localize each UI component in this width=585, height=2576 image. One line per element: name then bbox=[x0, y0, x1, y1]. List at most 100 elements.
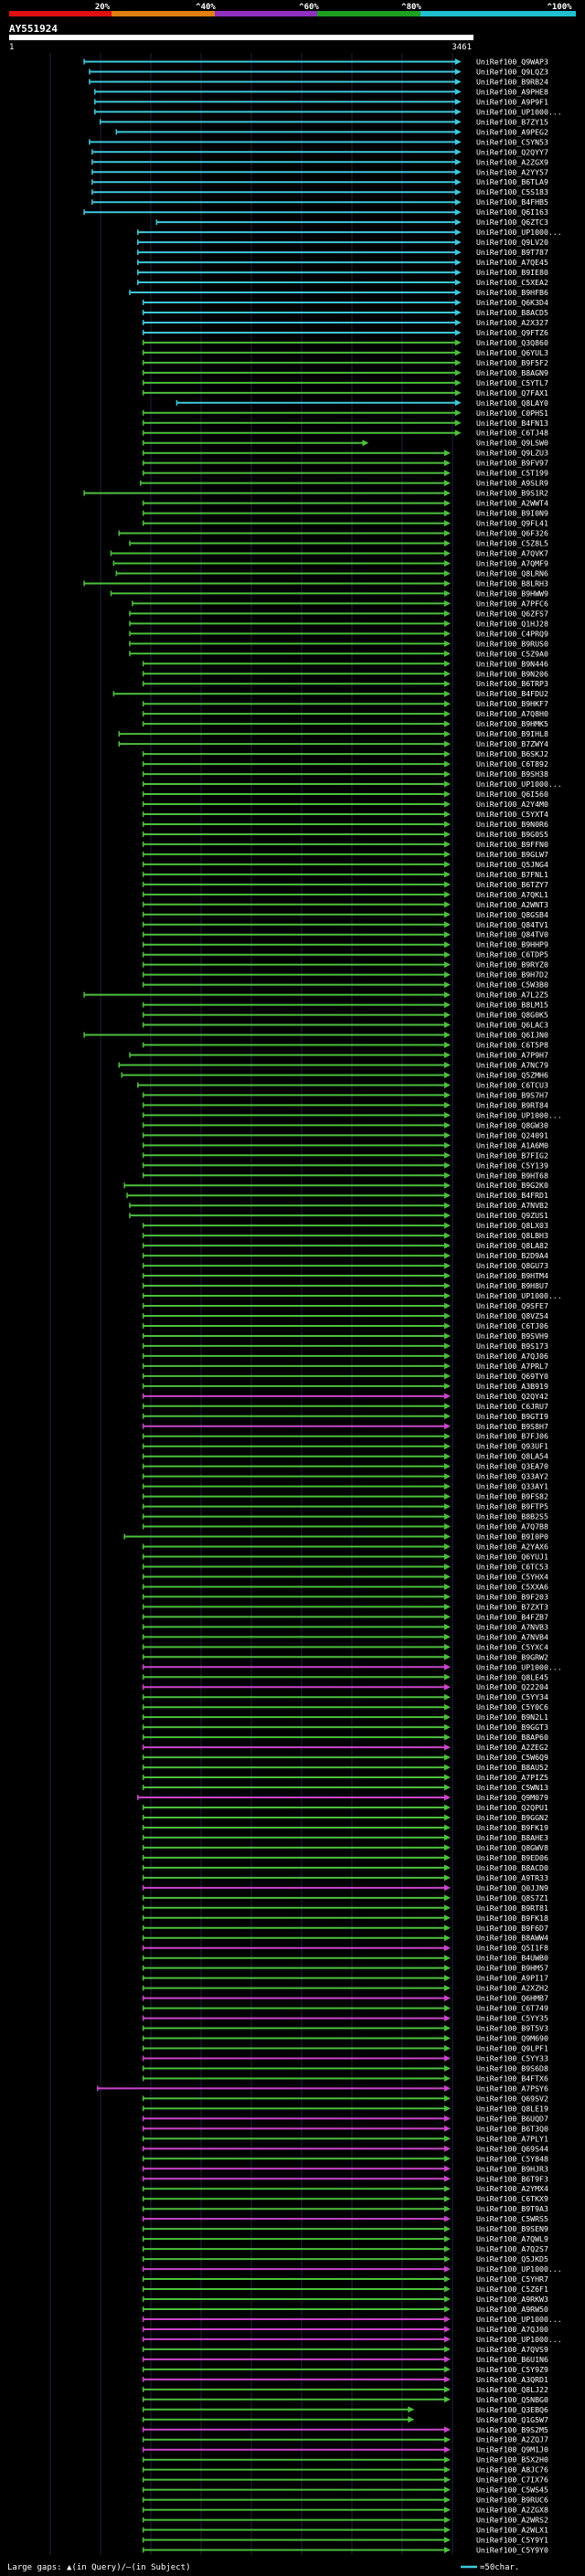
hit-label[interactable]: UniRef100_B9FK19 bbox=[476, 1823, 548, 1832]
hit-row[interactable]: UniRef100_C5Y0C6 bbox=[142, 1702, 548, 1712]
hit-row[interactable]: UniRef100_Q8G0K5 bbox=[142, 1011, 548, 1020]
hit-row[interactable]: UniRef100_Q2QYY7 bbox=[91, 147, 548, 156]
hit-label[interactable]: UniRef100_C6T5P8 bbox=[476, 1041, 548, 1050]
hit-row[interactable]: UniRef100_Q3Q860 bbox=[142, 338, 548, 347]
hit-row[interactable]: UniRef100_Q9M079 bbox=[137, 1793, 548, 1802]
hit-row[interactable]: UniRef100_B9GLW7 bbox=[142, 850, 548, 859]
hit-label[interactable]: UniRef100_A9P9F1 bbox=[476, 97, 548, 106]
hit-row[interactable]: UniRef100_UP1000... bbox=[142, 1291, 562, 1300]
hit-row[interactable]: UniRef100_A9P9F1 bbox=[94, 97, 548, 106]
hit-row[interactable]: UniRef100_B9G0S5 bbox=[142, 830, 548, 839]
hit-row[interactable]: UniRef100_B9GGN2 bbox=[142, 1813, 548, 1822]
hit-row[interactable]: UniRef100_B6T9F3 bbox=[142, 2174, 548, 2183]
hit-row[interactable]: UniRef100_Q5JKD5 bbox=[142, 2254, 548, 2263]
hit-row[interactable]: UniRef100_Q9SFE7 bbox=[142, 1301, 548, 1310]
hit-label[interactable]: UniRef100_C6TJ48 bbox=[476, 429, 548, 438]
hit-row[interactable]: UniRef100_Q2QPU1 bbox=[142, 1803, 548, 1812]
hit-label[interactable]: UniRef100_C5YTL7 bbox=[476, 378, 548, 387]
hit-label[interactable]: UniRef100_B9S8H7 bbox=[476, 1422, 548, 1431]
hit-label[interactable]: UniRef100_C5Y9Y0 bbox=[476, 2546, 548, 2555]
hit-label[interactable]: UniRef100_Q5JNG4 bbox=[476, 860, 548, 869]
hit-label[interactable]: UniRef100_A7PFC6 bbox=[476, 599, 548, 608]
hit-label[interactable]: UniRef100_B9T9A3 bbox=[476, 2204, 548, 2213]
hit-row[interactable]: UniRef100_C5YXC4 bbox=[142, 1642, 548, 1651]
hit-label[interactable]: UniRef100_A9PEG2 bbox=[476, 127, 548, 136]
hit-label[interactable]: UniRef100_B4FTX6 bbox=[476, 2073, 548, 2083]
hit-label[interactable]: UniRef100_Q8LAY0 bbox=[476, 398, 548, 408]
hit-row[interactable]: UniRef100_C6TC53 bbox=[142, 1562, 548, 1571]
hit-label[interactable]: UniRef100_Q6F326 bbox=[476, 529, 548, 538]
hit-row[interactable]: UniRef100_B9S6D8 bbox=[142, 2063, 548, 2072]
hit-row[interactable]: UniRef100_Q69SV2 bbox=[142, 2094, 548, 2103]
hit-label[interactable]: UniRef100_A7Q8H0 bbox=[476, 709, 548, 718]
hit-label[interactable]: UniRef100_UP1000... bbox=[476, 2264, 562, 2274]
hit-label[interactable]: UniRef100_Q33AY1 bbox=[476, 1482, 548, 1491]
hit-label[interactable]: UniRef100_A2WLX1 bbox=[476, 2526, 548, 2535]
hit-row[interactable]: UniRef100_B9F6D7 bbox=[142, 1924, 548, 1933]
hit-row[interactable]: UniRef100_UP1000... bbox=[142, 1662, 562, 1671]
hit-row[interactable]: UniRef100_B9HTM4 bbox=[142, 1271, 548, 1280]
hit-label[interactable]: UniRef100_C5YHX4 bbox=[476, 1572, 548, 1581]
hit-label[interactable]: UniRef100_Q8LBH3 bbox=[476, 1231, 548, 1240]
hit-label[interactable]: UniRef100_C5YXC4 bbox=[476, 1642, 548, 1651]
hit-label[interactable]: UniRef100_Q2QYY7 bbox=[476, 147, 548, 156]
hit-label[interactable]: UniRef100_Q8GWV8 bbox=[476, 1843, 548, 1852]
hit-row[interactable]: UniRef100_C6TDP5 bbox=[142, 950, 548, 959]
hit-label[interactable]: UniRef100_B8AGN9 bbox=[476, 368, 548, 377]
hit-label[interactable]: UniRef100_C6TDP5 bbox=[476, 950, 548, 959]
hit-label[interactable]: UniRef100_B9GRW2 bbox=[476, 1652, 548, 1661]
hit-row[interactable]: UniRef100_C5XXA6 bbox=[142, 1582, 548, 1591]
hit-label[interactable]: UniRef100_Q6I163 bbox=[476, 207, 548, 217]
hit-row[interactable]: UniRef100_A7QKL1 bbox=[142, 890, 548, 899]
hit-label[interactable]: UniRef100_UP1000... bbox=[476, 779, 562, 789]
hit-row[interactable]: UniRef100_Q84TV0 bbox=[142, 930, 548, 939]
hit-row[interactable]: UniRef100_B8LRH3 bbox=[83, 578, 548, 588]
hit-row[interactable]: UniRef100_A2ZGX8 bbox=[142, 2506, 548, 2515]
hit-row[interactable]: UniRef100_A2YMX4 bbox=[142, 2184, 548, 2193]
hit-label[interactable]: UniRef100_B9F5F2 bbox=[476, 358, 548, 367]
hit-label[interactable]: UniRef100_B7FNL1 bbox=[476, 870, 548, 879]
hit-label[interactable]: UniRef100_Q9LV20 bbox=[476, 238, 548, 247]
hit-label[interactable]: UniRef100_Q3EA70 bbox=[476, 1462, 548, 1471]
hit-label[interactable]: UniRef100_A2XZH2 bbox=[476, 1984, 548, 1993]
hit-row[interactable]: UniRef100_C5T199 bbox=[142, 469, 548, 478]
hit-label[interactable]: UniRef100_B2D9A4 bbox=[476, 1251, 548, 1260]
hit-row[interactable]: UniRef100_UP1000... bbox=[137, 228, 562, 237]
hit-label[interactable]: UniRef100_B9FS82 bbox=[476, 1492, 548, 1501]
hit-row[interactable]: UniRef100_A7NVB4 bbox=[142, 1632, 548, 1641]
hit-row[interactable]: UniRef100_Q1HJ28 bbox=[129, 619, 548, 628]
hit-label[interactable]: UniRef100_B9N446 bbox=[476, 659, 548, 668]
hit-row[interactable]: UniRef100_UP1000... bbox=[142, 779, 562, 789]
hit-row[interactable]: UniRef100_Q5NBG0 bbox=[142, 2395, 548, 2404]
hit-row[interactable]: UniRef100_Q6YUJ1 bbox=[142, 1552, 548, 1561]
hit-row[interactable]: UniRef100_B6UQD7 bbox=[142, 2114, 548, 2123]
hit-row[interactable]: UniRef100_C5YY33 bbox=[142, 2053, 548, 2062]
hit-row[interactable]: UniRef100_B4FRD1 bbox=[126, 1191, 548, 1200]
hit-row[interactable]: UniRef100_Q9M690 bbox=[142, 2034, 548, 2043]
hit-label[interactable]: UniRef100_Q3EBQ6 bbox=[476, 2405, 548, 2414]
hit-label[interactable]: UniRef100_C5YY33 bbox=[476, 2053, 548, 2062]
hit-row[interactable]: UniRef100_B4FN13 bbox=[142, 419, 548, 428]
hit-label[interactable]: UniRef100_UP1000... bbox=[476, 1110, 562, 1119]
hit-row[interactable]: UniRef100_B9H8U7 bbox=[142, 1281, 548, 1290]
hit-label[interactable]: UniRef100_Q9M1J0 bbox=[476, 2445, 548, 2454]
hit-row[interactable]: UniRef100_B9I0P0 bbox=[123, 1532, 548, 1542]
hit-label[interactable]: UniRef100_C5Y9Z9 bbox=[476, 2365, 548, 2374]
hit-label[interactable]: UniRef100_B6TRP3 bbox=[476, 679, 548, 688]
hit-row[interactable]: UniRef100_A2YAX6 bbox=[142, 1542, 548, 1552]
hit-row[interactable]: UniRef100_Q6ZTC3 bbox=[155, 217, 548, 227]
hit-row[interactable]: UniRef100_B9HKF7 bbox=[142, 699, 548, 708]
hit-label[interactable]: UniRef100_Q6ZFS7 bbox=[476, 609, 548, 618]
hit-label[interactable]: UniRef100_B9HFB6 bbox=[476, 288, 548, 297]
hit-row[interactable]: UniRef100_B9IHL8 bbox=[118, 729, 548, 738]
hit-label[interactable]: UniRef100_B9H7D2 bbox=[476, 970, 548, 980]
hit-label[interactable]: UniRef100_Q1HJ28 bbox=[476, 619, 548, 628]
hit-row[interactable]: UniRef100_B9FK19 bbox=[142, 1823, 548, 1832]
hit-row[interactable]: UniRef100_A1A6M0 bbox=[142, 1140, 548, 1150]
hit-row[interactable]: UniRef100_A9TR33 bbox=[142, 1873, 548, 1882]
hit-row[interactable]: UniRef100_C5XEA2 bbox=[137, 278, 548, 287]
hit-label[interactable]: UniRef100_B9G2K0 bbox=[476, 1181, 548, 1190]
hit-row[interactable]: UniRef100_Q8LE19 bbox=[142, 2104, 548, 2113]
hit-row[interactable]: UniRef100_B9S173 bbox=[142, 1341, 548, 1351]
hit-row[interactable]: UniRef100_B9S1R2 bbox=[83, 489, 548, 498]
